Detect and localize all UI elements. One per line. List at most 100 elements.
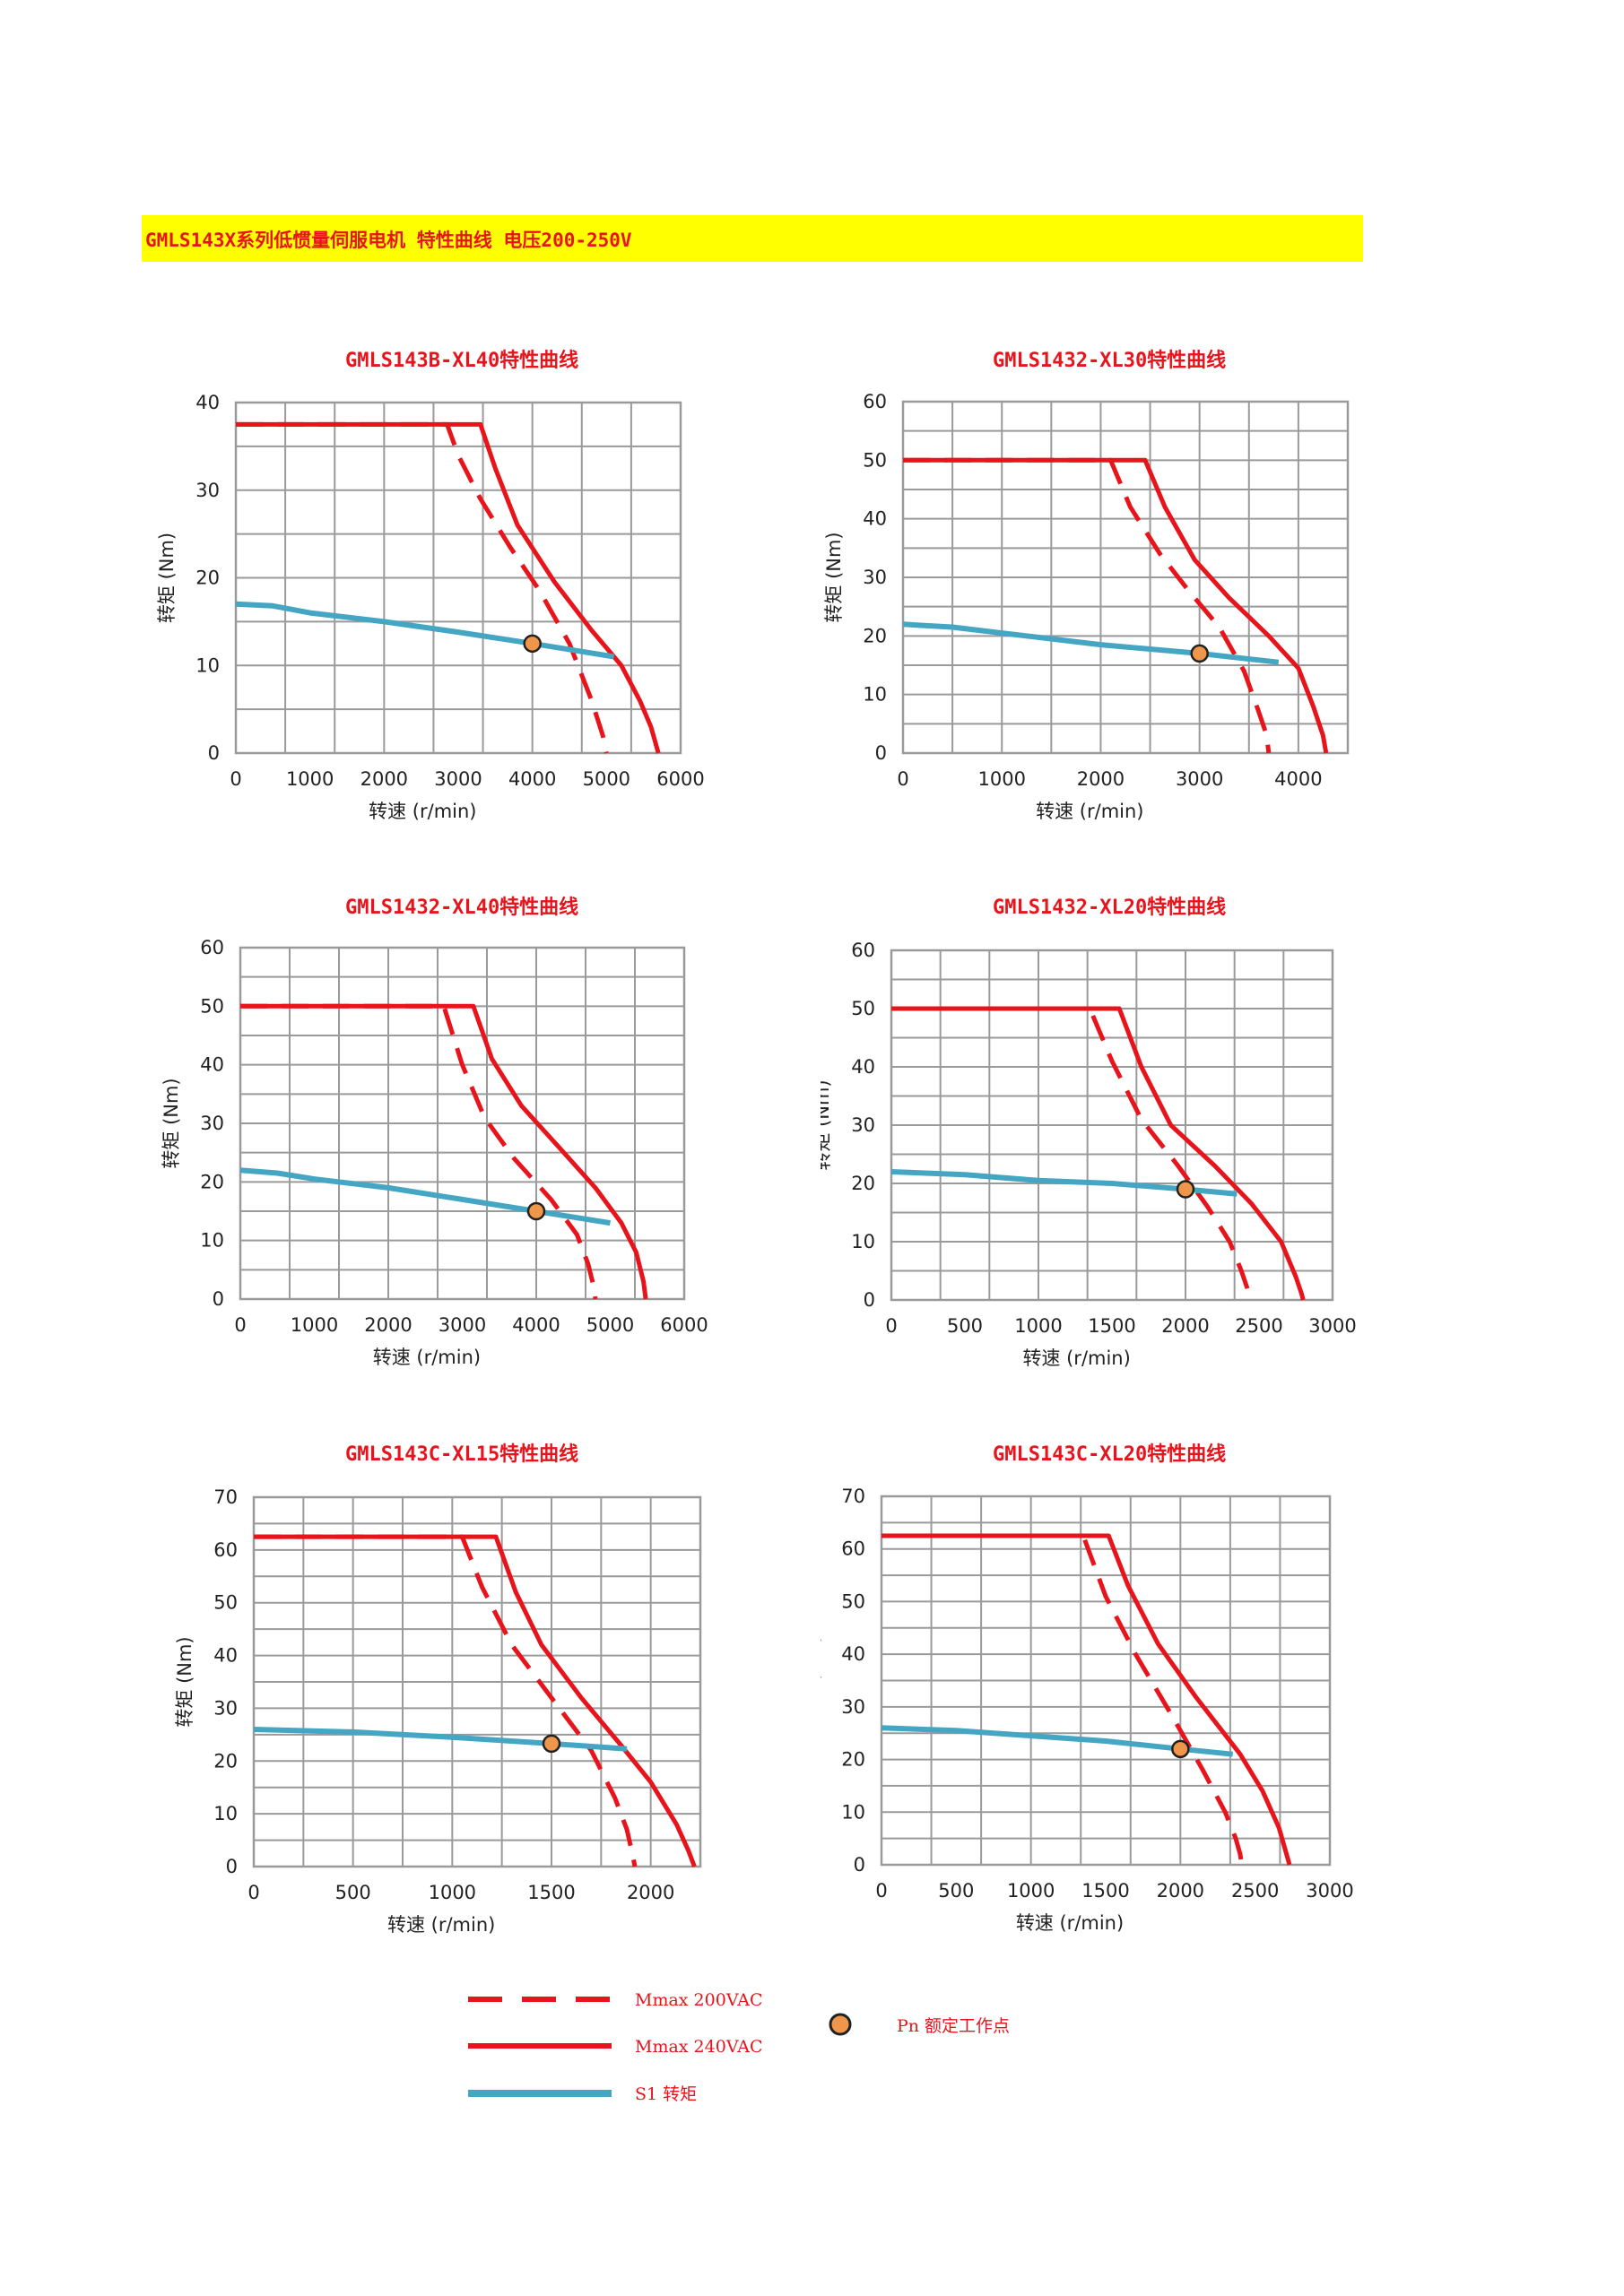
chart-title: GMLS1432-XL40特性曲线 bbox=[345, 897, 579, 919]
legend-pn-marker bbox=[829, 2013, 852, 2036]
y-tick-label: 30 bbox=[851, 1114, 875, 1136]
x-tick-label: 2500 bbox=[1231, 1880, 1279, 1902]
y-axis-label: 转矩 (Nm) bbox=[161, 1078, 182, 1168]
chart-title: GMLS1432-XL20特性曲线 bbox=[993, 897, 1227, 919]
x-tick-label: 1000 bbox=[286, 768, 334, 790]
legend-mmax240-label: Mmax 240VAC bbox=[635, 2037, 763, 2057]
plot-frame bbox=[890, 949, 1334, 1302]
plot-frame bbox=[239, 946, 686, 1301]
series-s1 bbox=[239, 1167, 611, 1226]
y-axis-label: 转矩 (Nm) bbox=[174, 1636, 195, 1727]
plot-frame bbox=[880, 1495, 1332, 1867]
series-s1 bbox=[235, 601, 615, 660]
x-axis-label: 转速 (r/min) bbox=[1016, 1912, 1124, 1934]
rated-point-marker bbox=[523, 634, 542, 654]
x-tick-label: 2000 bbox=[1157, 1880, 1204, 1902]
x-tick-label: 2000 bbox=[364, 1314, 412, 1336]
rated-point-marker bbox=[526, 1201, 546, 1221]
chart-title: GMLS1432-XL30特性曲线 bbox=[993, 350, 1227, 372]
x-axis-label: 转速 (r/min) bbox=[373, 1347, 481, 1368]
x-tick-label: 6000 bbox=[660, 1314, 708, 1336]
y-tick-label: 60 bbox=[213, 1539, 238, 1561]
y-tick-label: 20 bbox=[200, 1171, 224, 1192]
y-tick-label: 50 bbox=[841, 1590, 865, 1612]
x-tick-label: 4000 bbox=[512, 1314, 560, 1336]
x-axis-label: 转速 (r/min) bbox=[369, 801, 476, 822]
chart-5: 0 10 20 30 40 50 60 70 0 500 1000 1500 2000 转速 (r/min… bbox=[174, 1486, 702, 1936]
x-tick-label: 3000 bbox=[1306, 1880, 1353, 1902]
legend-s1-label: S1 转矩 bbox=[635, 2084, 697, 2104]
y-tick-label: 0 bbox=[213, 1288, 224, 1310]
chart-title: GMLS143C-XL20特性曲线 bbox=[993, 1443, 1227, 1466]
y-tick-label: 20 bbox=[841, 1749, 865, 1771]
y-tick-label: 10 bbox=[213, 1803, 238, 1824]
x-tick-label: 0 bbox=[234, 1314, 246, 1336]
series-mmax240 bbox=[236, 421, 661, 754]
y-tick-label: 0 bbox=[854, 1854, 865, 1876]
x-tick-label: 3000 bbox=[439, 1314, 486, 1336]
y-tick-label: 10 bbox=[200, 1230, 224, 1252]
x-tick-label: 1000 bbox=[291, 1314, 338, 1336]
rated-point-marker bbox=[542, 1734, 561, 1754]
x-tick-label: 5000 bbox=[583, 768, 630, 790]
y-tick-label: 10 bbox=[195, 654, 220, 676]
x-tick-label: 6000 bbox=[656, 768, 704, 790]
x-tick-label: 1500 bbox=[1088, 1315, 1135, 1337]
x-tick-label: 500 bbox=[335, 1882, 371, 1903]
y-axis-label: 转矩 (Nm) bbox=[156, 533, 178, 623]
y-tick-label: 40 bbox=[195, 392, 220, 413]
rated-point-marker bbox=[1190, 644, 1209, 663]
y-tick-label: 70 bbox=[213, 1486, 238, 1508]
x-tick-label: 0 bbox=[897, 768, 908, 790]
x-tick-label: 3000 bbox=[434, 768, 482, 790]
y-tick-label: 30 bbox=[213, 1697, 238, 1719]
y-tick-label: 60 bbox=[200, 937, 224, 958]
x-tick-label: 3000 bbox=[1176, 768, 1223, 790]
x-tick-label: 500 bbox=[947, 1315, 983, 1337]
y-axis-label: 转矩 (Nm) bbox=[821, 1079, 833, 1170]
plot-frame bbox=[234, 401, 682, 755]
x-tick-label: 2500 bbox=[1235, 1315, 1282, 1337]
rated-point-marker bbox=[1176, 1180, 1195, 1199]
plot-frame bbox=[252, 1495, 702, 1868]
y-tick-label: 30 bbox=[195, 480, 220, 501]
y-tick-label: 60 bbox=[851, 940, 875, 961]
y-tick-label: 40 bbox=[841, 1643, 865, 1665]
x-tick-label: 500 bbox=[938, 1880, 974, 1902]
x-tick-label: 1000 bbox=[1007, 1880, 1055, 1902]
x-tick-label: 3000 bbox=[1308, 1315, 1356, 1337]
x-tick-label: 1000 bbox=[1014, 1315, 1062, 1337]
x-tick-label: 5000 bbox=[586, 1314, 634, 1336]
y-tick-label: 50 bbox=[863, 449, 887, 471]
series-mmax200 bbox=[236, 421, 609, 754]
y-tick-label: 20 bbox=[863, 625, 887, 646]
series-mmax200 bbox=[240, 1003, 598, 1300]
y-tick-label: 30 bbox=[863, 567, 887, 588]
chart-title: GMLS143B-XL40特性曲线 bbox=[345, 350, 579, 372]
x-tick-label: 2000 bbox=[1161, 1315, 1209, 1337]
y-tick-label: 40 bbox=[213, 1645, 238, 1667]
x-tick-label: 2000 bbox=[1077, 768, 1125, 790]
y-tick-label: 0 bbox=[864, 1289, 875, 1311]
series-mmax240 bbox=[903, 457, 1329, 754]
title-banner: GMLS143X系列低惯量伺服电机 特性曲线 电压200-250V bbox=[142, 215, 1363, 262]
series-mmax200 bbox=[903, 457, 1272, 754]
x-tick-label: 0 bbox=[875, 1880, 887, 1902]
y-axis-label: 转矩 (Nm) bbox=[823, 532, 845, 622]
x-axis-label: 转速 (r/min) bbox=[1036, 801, 1143, 822]
legend-mmax200-label: Mmax 200VAC bbox=[635, 1990, 763, 2010]
x-axis-label: 转速 (r/min) bbox=[1022, 1347, 1130, 1369]
y-tick-label: 40 bbox=[863, 508, 887, 530]
y-tick-label: 30 bbox=[841, 1696, 865, 1718]
y-axis-label: 转矩 (Nm) bbox=[821, 1635, 823, 1726]
rated-point-marker bbox=[1171, 1739, 1190, 1759]
series-mmax200 bbox=[254, 1534, 638, 1867]
series-s1 bbox=[253, 1727, 628, 1752]
y-tick-label: 0 bbox=[226, 1856, 238, 1877]
y-tick-label: 60 bbox=[841, 1538, 865, 1560]
series-mmax240 bbox=[891, 1006, 1306, 1301]
chart-1: 0 10 20 30 40 0 1000 2000 3000 4000 5000 6000 转速 (r/… bbox=[156, 392, 705, 822]
series-mmax200 bbox=[891, 1006, 1253, 1301]
y-tick-label: 30 bbox=[200, 1113, 224, 1134]
page-title: GMLS143X系列低惯量伺服电机 特性曲线 电压200-250V bbox=[145, 230, 632, 251]
